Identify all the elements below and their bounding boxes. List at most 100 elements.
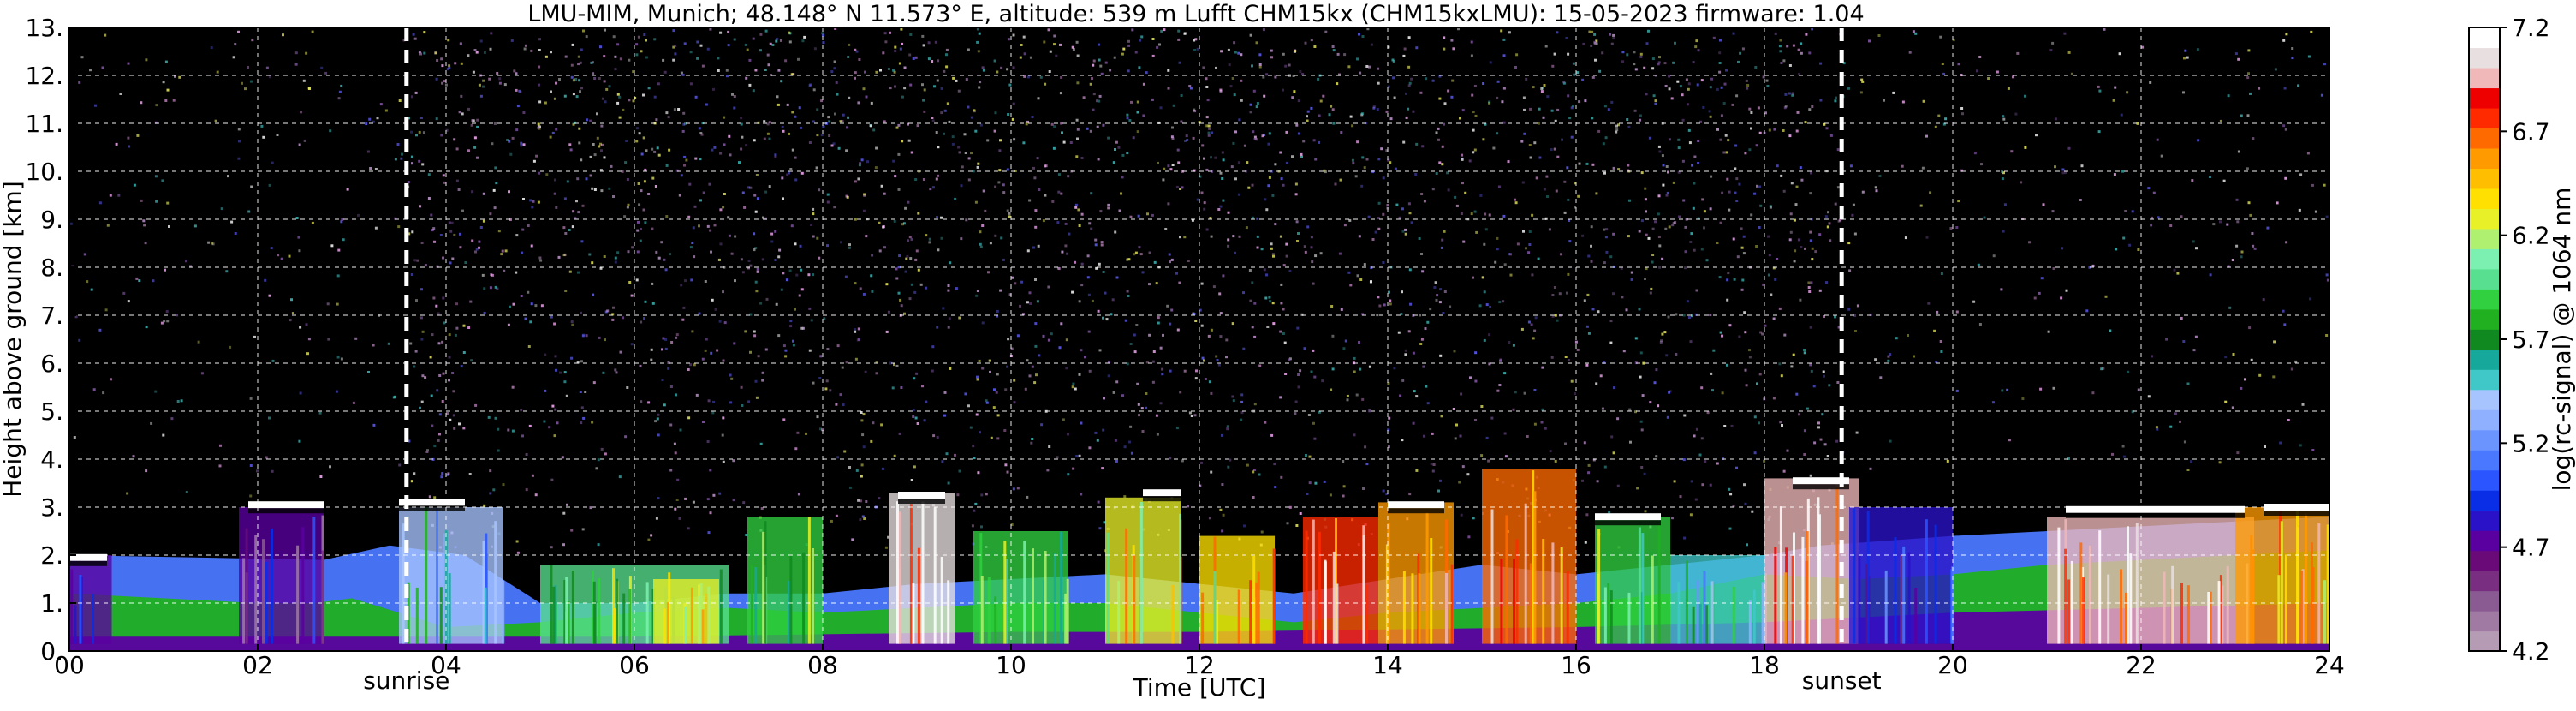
feature-streak xyxy=(1133,554,1136,644)
noise-speck xyxy=(1808,108,1812,111)
noise-speck xyxy=(657,256,661,260)
noise-speck xyxy=(1034,322,1038,326)
noise-speck xyxy=(2282,309,2285,313)
noise-speck xyxy=(1249,33,1252,37)
noise-speck xyxy=(410,273,413,276)
noise-speck xyxy=(1067,175,1070,178)
noise-speck xyxy=(834,27,837,30)
noise-speck xyxy=(247,66,249,69)
noise-speck xyxy=(1934,125,1937,128)
noise-speck xyxy=(1639,52,1643,56)
noise-speck xyxy=(441,64,444,68)
noise-speck xyxy=(764,348,768,351)
noise-speck xyxy=(829,389,832,392)
noise-speck xyxy=(1472,128,1475,132)
noise-speck xyxy=(1094,238,1098,242)
noise-speck xyxy=(741,135,744,139)
noise-speck xyxy=(1260,530,1264,534)
noise-speck xyxy=(870,101,873,105)
noise-speck xyxy=(1097,500,1100,504)
colorbar-cell xyxy=(2469,429,2500,451)
noise-speck xyxy=(528,424,532,427)
feature-streak xyxy=(1532,470,1535,644)
noise-speck xyxy=(251,39,254,42)
feature-streak xyxy=(1907,552,1911,644)
noise-speck xyxy=(1193,313,1196,315)
noise-speck xyxy=(488,77,491,81)
noise-speck xyxy=(812,381,815,385)
noise-speck xyxy=(1671,224,1675,227)
noise-speck xyxy=(1719,138,1722,141)
noise-speck xyxy=(1282,52,1285,56)
noise-speck xyxy=(1639,351,1643,355)
noise-speck xyxy=(482,79,485,82)
feature-streak xyxy=(1053,553,1056,644)
noise-speck xyxy=(1080,157,1084,159)
noise-speck xyxy=(704,280,707,283)
feature-streak xyxy=(1806,531,1809,644)
noise-speck xyxy=(185,260,187,263)
noise-speck xyxy=(2008,439,2011,442)
noise-speck xyxy=(1554,314,1557,317)
noise-speck xyxy=(749,313,753,316)
noise-speck xyxy=(1314,158,1318,161)
noise-speck xyxy=(1541,408,1544,411)
noise-speck xyxy=(642,136,645,140)
noise-speck xyxy=(521,228,525,231)
noise-speck xyxy=(1735,177,1739,181)
noise-speck xyxy=(497,427,500,431)
noise-speck xyxy=(498,81,502,85)
noise-speck xyxy=(1226,427,1229,431)
noise-speck xyxy=(1285,242,1288,246)
cloud-top-line xyxy=(2066,505,2245,513)
noise-speck xyxy=(848,246,851,249)
noise-speck xyxy=(1630,271,1633,274)
noise-speck xyxy=(1415,46,1419,50)
noise-speck xyxy=(1419,314,1422,317)
noise-speck xyxy=(774,155,777,158)
noise-speck xyxy=(101,66,104,69)
noise-speck xyxy=(1078,454,1081,457)
noise-speck xyxy=(438,374,442,377)
noise-speck xyxy=(1738,182,1741,186)
noise-speck xyxy=(431,457,435,461)
noise-speck xyxy=(438,433,441,436)
noise-speck xyxy=(740,147,743,151)
feature-streak xyxy=(1657,523,1661,644)
cloud-top-line xyxy=(1793,477,1849,485)
feature-streak xyxy=(2067,579,2071,644)
colorbar-cell xyxy=(2469,128,2500,149)
noise-speck xyxy=(454,62,457,65)
noise-speck xyxy=(1778,45,1782,48)
noise-speck xyxy=(522,111,526,114)
noise-speck xyxy=(883,192,886,195)
noise-speck xyxy=(1404,349,1407,352)
feature-streak xyxy=(812,548,814,644)
noise-speck xyxy=(929,188,932,191)
noise-speck xyxy=(1651,254,1655,256)
feature-streak xyxy=(690,587,693,644)
noise-speck xyxy=(1391,58,1395,62)
noise-speck xyxy=(747,260,751,262)
noise-speck xyxy=(2252,244,2255,248)
noise-speck xyxy=(788,132,790,135)
feature-streak xyxy=(994,596,997,644)
noise-speck xyxy=(580,158,583,162)
noise-speck xyxy=(1008,212,1011,215)
noise-speck xyxy=(302,79,306,82)
noise-speck xyxy=(769,42,772,45)
noise-speck xyxy=(1304,250,1307,254)
noise-speck xyxy=(219,444,222,447)
noise-speck xyxy=(1110,313,1113,316)
noise-speck xyxy=(1087,330,1091,333)
noise-speck xyxy=(1664,227,1668,230)
y-tick-label: 10. xyxy=(25,158,63,186)
noise-speck xyxy=(402,39,406,42)
noise-speck xyxy=(1288,358,1291,361)
feature-streak xyxy=(262,539,265,644)
noise-speck xyxy=(540,304,544,308)
feature-streak xyxy=(1237,589,1240,644)
noise-speck xyxy=(818,427,822,431)
noise-speck xyxy=(1709,207,1712,211)
noise-speck xyxy=(1412,110,1415,113)
